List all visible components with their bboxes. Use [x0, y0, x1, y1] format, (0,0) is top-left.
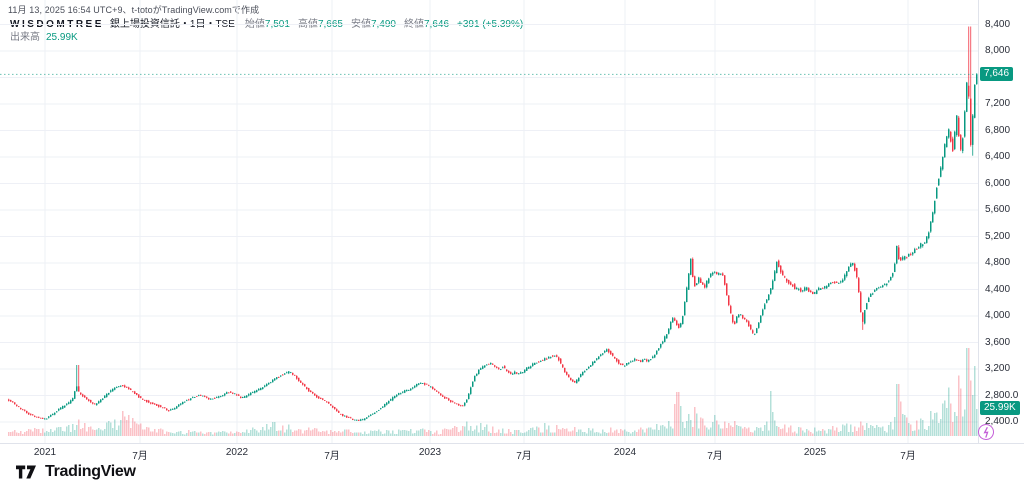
time-axis-label: 7月 [900, 451, 916, 462]
volume-layer [8, 348, 978, 436]
axis-separator-horizontal [0, 443, 1024, 444]
lightning-button[interactable] [976, 422, 996, 442]
price-axis-label: 7,200 [985, 98, 1011, 109]
grid-layer [0, 0, 978, 443]
axis-separator-vertical [978, 0, 979, 443]
time-axis-label: 2022 [225, 447, 249, 458]
last-volume-badge: 25.99K [980, 401, 1020, 415]
price-axis-label: 4,400 [985, 283, 1011, 295]
price-axis-label: 8,000 [985, 45, 1011, 56]
time-axis-label: 2024 [613, 447, 637, 458]
price-axis-label: 3,600 [985, 336, 1011, 348]
price-axis-label: 4,000 [985, 310, 1011, 321]
price-axis-label: 8,400 [985, 18, 1011, 30]
time-axis-label: 7月 [132, 451, 148, 462]
time-axis-label: 7月 [324, 451, 340, 462]
volume-label: 出来高 [10, 32, 40, 43]
attribution-text: 11月 13, 2025 16:54 UTC+9、t-totoがTradingV… [8, 5, 260, 15]
tradingview-logo-icon [16, 465, 36, 479]
price-axis-label: 6,000 [985, 177, 1011, 189]
tradingview-logo[interactable]: TradingView [16, 463, 136, 481]
price-axis-label: 4,800 [985, 257, 1011, 268]
price-axis[interactable]: 8,400 8,000 7,200 6,800 6,400 6,000 5,600 5,200… [979, 0, 1024, 443]
lightning-icon [982, 426, 988, 438]
time-axis-label: 2023 [418, 447, 442, 458]
volume-legend: 出来高 25.99K [10, 28, 78, 43]
time-axis-label: 7月 [707, 451, 723, 462]
price-axis-label: 2,400.0 [985, 416, 1019, 427]
candlestick-layer [8, 26, 978, 422]
price-axis-label: 2,800.0 [985, 389, 1019, 401]
tradingview-logo-text: TradingView [45, 463, 136, 480]
time-axis-label: 2021 [33, 447, 57, 458]
time-axis-label: 2025 [803, 447, 827, 458]
volume-value: 25.99K [46, 32, 78, 43]
price-axis-label: 6,400 [985, 151, 1011, 162]
time-axis[interactable]: 2021 7月 2022 7月 2023 7月 2024 7月 2025 7月 [0, 444, 978, 462]
price-axis-label: 6,800 [985, 124, 1011, 136]
price-axis-label: 5,200 [985, 230, 1011, 242]
last-price-badge: 7,646 [980, 67, 1014, 81]
time-axis-label: 7月 [516, 451, 532, 462]
price-axis-label: 5,600 [985, 204, 1011, 215]
price-axis-label: 3,200 [985, 363, 1011, 374]
